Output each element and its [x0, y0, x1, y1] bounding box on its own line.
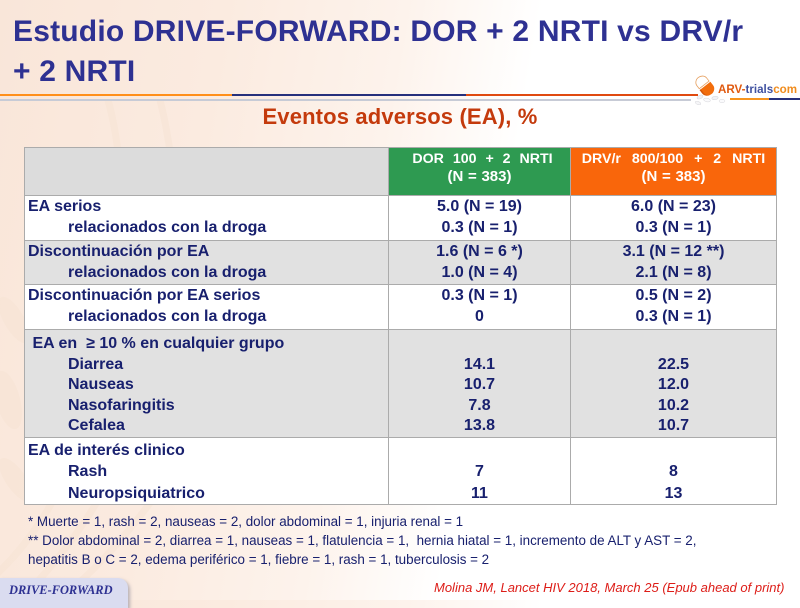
svg-text:ARV-trialscom: ARV-trialscom: [718, 83, 797, 96]
